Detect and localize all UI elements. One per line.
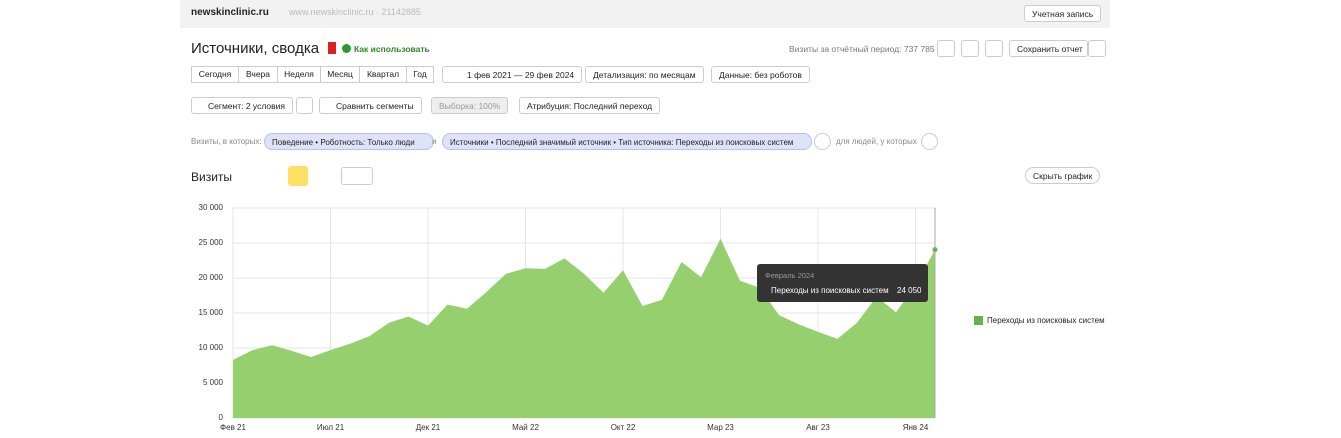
chart-header: Визиты	[191, 170, 233, 184]
help-icon	[342, 44, 351, 53]
attribution-select[interactable]: Атрибуция: Последний переход	[519, 97, 661, 114]
point	[932, 247, 938, 253]
hide-chart[interactable]: Скрыть график	[1025, 167, 1101, 184]
report-title: Источники, сводка	[191, 40, 320, 57]
export-button[interactable]	[961, 40, 979, 57]
tooltip-label: Переходы из поисковых систем	[771, 286, 889, 295]
y-tick-label: 10 000	[199, 343, 224, 352]
sample-select: Выборка: 100%	[431, 97, 509, 114]
y-tick-label: 30 000	[199, 203, 224, 212]
compare-button[interactable]: Сравнить сегменты	[319, 97, 422, 114]
x-tick-label: Окт 22	[611, 423, 636, 432]
legend-checkbox[interactable]	[974, 316, 983, 325]
y-tick-label: 0	[219, 413, 224, 422]
filter-prefix: Визиты, в которых:	[191, 137, 262, 146]
tooltip	[757, 264, 928, 302]
legend-label[interactable]: Переходы из поисковых систем	[987, 316, 1105, 325]
filter-chip[interactable]: Источники • Последний значимый источник …	[442, 133, 813, 150]
top-bar	[180, 0, 1110, 28]
segment-select[interactable]: Сегмент: 2 условия	[191, 97, 293, 114]
segment-clear[interactable]	[296, 97, 313, 114]
y-tick-label: 5 000	[203, 378, 224, 387]
period-visits: Визиты за отчётный период: 737 785	[789, 44, 935, 54]
y-tick-label: 25 000	[199, 238, 224, 247]
filter-chip[interactable]: Поведение • Роботность: Только люди	[264, 133, 434, 150]
chart-kind-button[interactable]	[288, 166, 308, 186]
detail-select[interactable]: Детализация: по месяцам	[585, 66, 704, 83]
account-button[interactable]: Учетная запись	[1024, 5, 1102, 22]
api-button[interactable]	[985, 40, 1003, 57]
history-button[interactable]	[937, 40, 955, 57]
x-tick-label: Мар 23	[707, 423, 734, 432]
x-tick-label: Май 22	[512, 423, 539, 432]
tooltip-value: 24 050	[897, 286, 922, 295]
x-tick-label: Янв 24	[903, 423, 929, 432]
save-menu[interactable]	[1088, 40, 1106, 57]
filter-suffix: для людей, у которых	[836, 137, 917, 146]
x-tick-label: Июл 21	[317, 423, 345, 432]
period-button[interactable]: Неделя	[277, 66, 321, 83]
add-people-filter[interactable]	[921, 133, 938, 150]
y-tick-label: 20 000	[199, 273, 224, 282]
x-tick-label: Фев 21	[220, 423, 246, 432]
site-name[interactable]: newskinclinic.ru	[191, 7, 269, 18]
date-range[interactable]: 1 фев 2021 — 29 фев 2024	[442, 66, 583, 83]
filter-joiner: и	[432, 137, 437, 146]
tooltip-title: Февраль 2024	[765, 271, 815, 280]
robots-select[interactable]: Данные: без роботов	[711, 66, 810, 83]
x-tick-label: Авг 23	[806, 423, 830, 432]
period-button[interactable]: Год	[406, 66, 434, 83]
x-tick-label: Дек 21	[416, 423, 441, 432]
area	[233, 238, 935, 418]
counter: www.newskinclinic.ru · 21142885	[289, 7, 421, 17]
save-button[interactable]: Сохранить отчет	[1009, 40, 1088, 57]
annotation-button[interactable]	[341, 167, 373, 185]
help-link[interactable]: Как использовать	[354, 44, 430, 54]
y-tick-label: 15 000	[199, 308, 224, 317]
add-filter[interactable]	[814, 133, 831, 150]
bookmark-icon[interactable]	[328, 42, 336, 54]
